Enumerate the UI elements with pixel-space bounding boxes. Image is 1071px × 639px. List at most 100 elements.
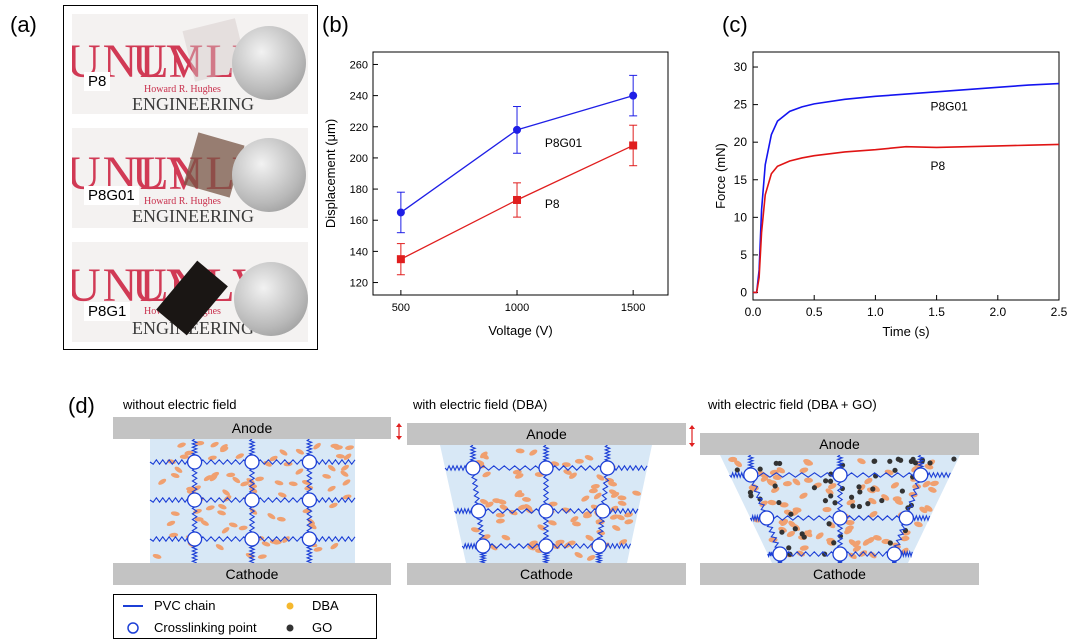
pvc-chain <box>545 465 608 471</box>
go-particle <box>899 488 905 494</box>
dba-molecule <box>495 512 505 518</box>
dba-molecule <box>166 520 176 527</box>
dba-molecule <box>804 529 812 537</box>
panel-label-b: (b) <box>322 12 349 37</box>
crosslink-point <box>465 460 481 476</box>
dba-molecule <box>822 506 832 513</box>
pvc-chain <box>472 465 547 471</box>
dba-molecule <box>207 455 217 461</box>
dba-molecule <box>772 474 782 481</box>
data-point <box>513 195 522 204</box>
dba-molecule <box>261 541 271 547</box>
dba-molecule <box>866 537 875 544</box>
dba-molecule <box>590 483 600 489</box>
dba-molecule <box>277 492 287 498</box>
dba-molecule <box>608 481 618 487</box>
dba-molecule <box>482 471 491 478</box>
dba-molecule <box>514 473 524 479</box>
dba-molecule <box>480 451 488 459</box>
go-particle <box>786 545 792 551</box>
dba-molecule <box>803 477 813 483</box>
mechanism-diagrams <box>149 423 960 564</box>
go-particle <box>787 551 793 557</box>
plot-frame <box>752 51 1060 301</box>
y-axis-label: Force (mN) <box>715 143 728 209</box>
x-tick-label: 500 <box>392 302 410 314</box>
go-particle <box>831 540 837 546</box>
dba-molecule <box>568 472 577 479</box>
arrow-head <box>396 436 402 440</box>
pvc-chain <box>779 551 841 557</box>
crosslink-point <box>913 467 929 483</box>
dba-molecule <box>581 495 590 502</box>
y-tick-label: 140 <box>350 246 368 258</box>
pvc-chain <box>749 474 769 518</box>
anode-electrode: Anode <box>113 417 391 439</box>
go-particle <box>898 457 904 463</box>
dba-molecule <box>276 516 286 522</box>
dba-molecule <box>322 474 332 479</box>
go-particle <box>832 500 838 506</box>
cathode-electrode: Cathode <box>113 563 391 585</box>
dba-molecule <box>240 481 250 487</box>
dba-molecule <box>501 534 511 541</box>
dba-molecule <box>222 489 230 496</box>
pvc-chain <box>482 543 547 549</box>
y-tick-label: 220 <box>350 122 368 134</box>
go-particle <box>801 534 807 540</box>
go-particle <box>892 467 898 473</box>
dba-molecule <box>522 497 531 502</box>
dba-molecule <box>799 492 808 499</box>
go-particle <box>951 456 957 462</box>
dba-molecule <box>529 540 538 546</box>
dba-molecule <box>919 506 928 514</box>
dba-molecule <box>210 471 220 478</box>
go-particle <box>887 458 893 464</box>
go-particle <box>828 493 834 499</box>
data-point <box>396 255 405 264</box>
panel-label-a: (a) <box>10 12 37 37</box>
displacement-chart: 500 1000 1500 120 140 160 180 200 220 240 260 Volta… <box>323 51 669 338</box>
dba-molecule <box>489 544 498 551</box>
dba-molecule <box>574 458 584 464</box>
arrow-head <box>689 425 695 429</box>
dba-molecule <box>515 492 525 498</box>
pvc-chain <box>251 535 310 543</box>
dba-molecule <box>585 534 594 541</box>
dba-molecule <box>210 441 219 448</box>
crosslink-point <box>591 538 607 554</box>
data-point <box>513 125 522 134</box>
dba-molecule <box>174 466 183 473</box>
dba-molecule <box>859 550 868 557</box>
dba-molecule <box>515 448 525 454</box>
crosslink-point <box>538 460 554 476</box>
pvc-chain <box>839 515 907 521</box>
crosslink-point <box>772 546 788 562</box>
cathode-electrode: Cathode <box>700 563 979 585</box>
dba-molecule <box>914 521 923 528</box>
go-particle <box>850 503 856 509</box>
dba-molecule <box>200 520 209 526</box>
y-tick-label: 180 <box>350 184 368 196</box>
crosslink-point <box>470 503 487 519</box>
y-tick-label: 10 <box>734 210 748 224</box>
dba-molecule <box>922 480 931 488</box>
dba-molecule <box>267 513 276 520</box>
crosslink-point <box>186 492 203 508</box>
dba-molecule <box>778 518 788 525</box>
dba-molecule <box>588 488 598 494</box>
dba-molecule <box>609 514 619 520</box>
dba-molecule <box>335 454 345 459</box>
go-particle <box>788 511 794 517</box>
dba-molecule <box>890 482 900 489</box>
pvc-chain <box>750 472 841 478</box>
go-particle <box>872 458 878 464</box>
diagram-title: without electric field <box>123 397 237 412</box>
dba-molecule <box>617 500 627 506</box>
dba-molecule <box>226 472 236 478</box>
dba-molecule <box>624 519 634 525</box>
y-tick-label: 20 <box>734 135 748 149</box>
dba-molecule <box>255 476 264 482</box>
dba-molecule <box>295 448 305 455</box>
dba-molecule <box>892 496 902 502</box>
